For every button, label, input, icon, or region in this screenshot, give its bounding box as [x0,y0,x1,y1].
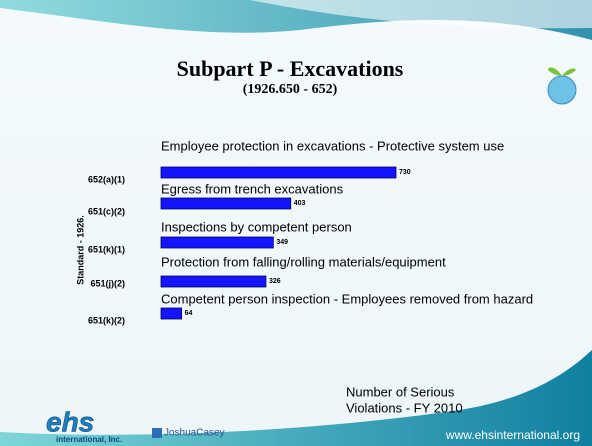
website: www.ehsinternational.org [445,428,580,442]
chart-title: Subpart P - Excavations [177,56,404,81]
globe-icon [547,75,577,105]
value-label: 349 [276,239,288,246]
y-tick-label: 652(a)(1) [88,174,125,184]
leaf-icon [548,67,576,76]
logo-mark [152,428,162,438]
y-tick-label: 651(k)(2) [88,315,125,325]
description: Protection from falling/rolling material… [161,254,446,269]
description: Egress from trench excavations [161,181,344,196]
y-tick-label: 651(k)(1) [88,244,125,254]
bar [160,307,183,320]
value-label: 64 [185,310,193,317]
bar [160,166,397,179]
note-line: Number of Serious [346,384,455,399]
bar [160,236,274,249]
top-highlight [250,0,592,29]
value-label: 730 [399,169,411,176]
description: Competent person inspection - Employees … [161,291,533,306]
value-label: 326 [269,278,281,285]
logo-ehs-sub: international, Inc. [56,435,122,444]
note-line: Violations - FY 2010 [346,400,463,415]
y-tick-label: 651(c)(2) [88,206,125,216]
chart-subtitle: (1926.650 - 652) [243,82,338,97]
bar [160,197,292,210]
y-tick-label: 651(j)(2) [90,278,125,288]
bar [160,275,267,288]
logo-joshuacasey: JoshuaCasey [164,428,225,439]
description: Inspections by competent person [161,219,352,234]
y-axis-label: Standard - 1926. [75,215,85,285]
logo-ehs: ehs [46,406,94,437]
bottom-swoosh [0,350,592,446]
description: Employee protection in excavations - Pro… [161,138,504,153]
value-label: 403 [294,200,306,207]
